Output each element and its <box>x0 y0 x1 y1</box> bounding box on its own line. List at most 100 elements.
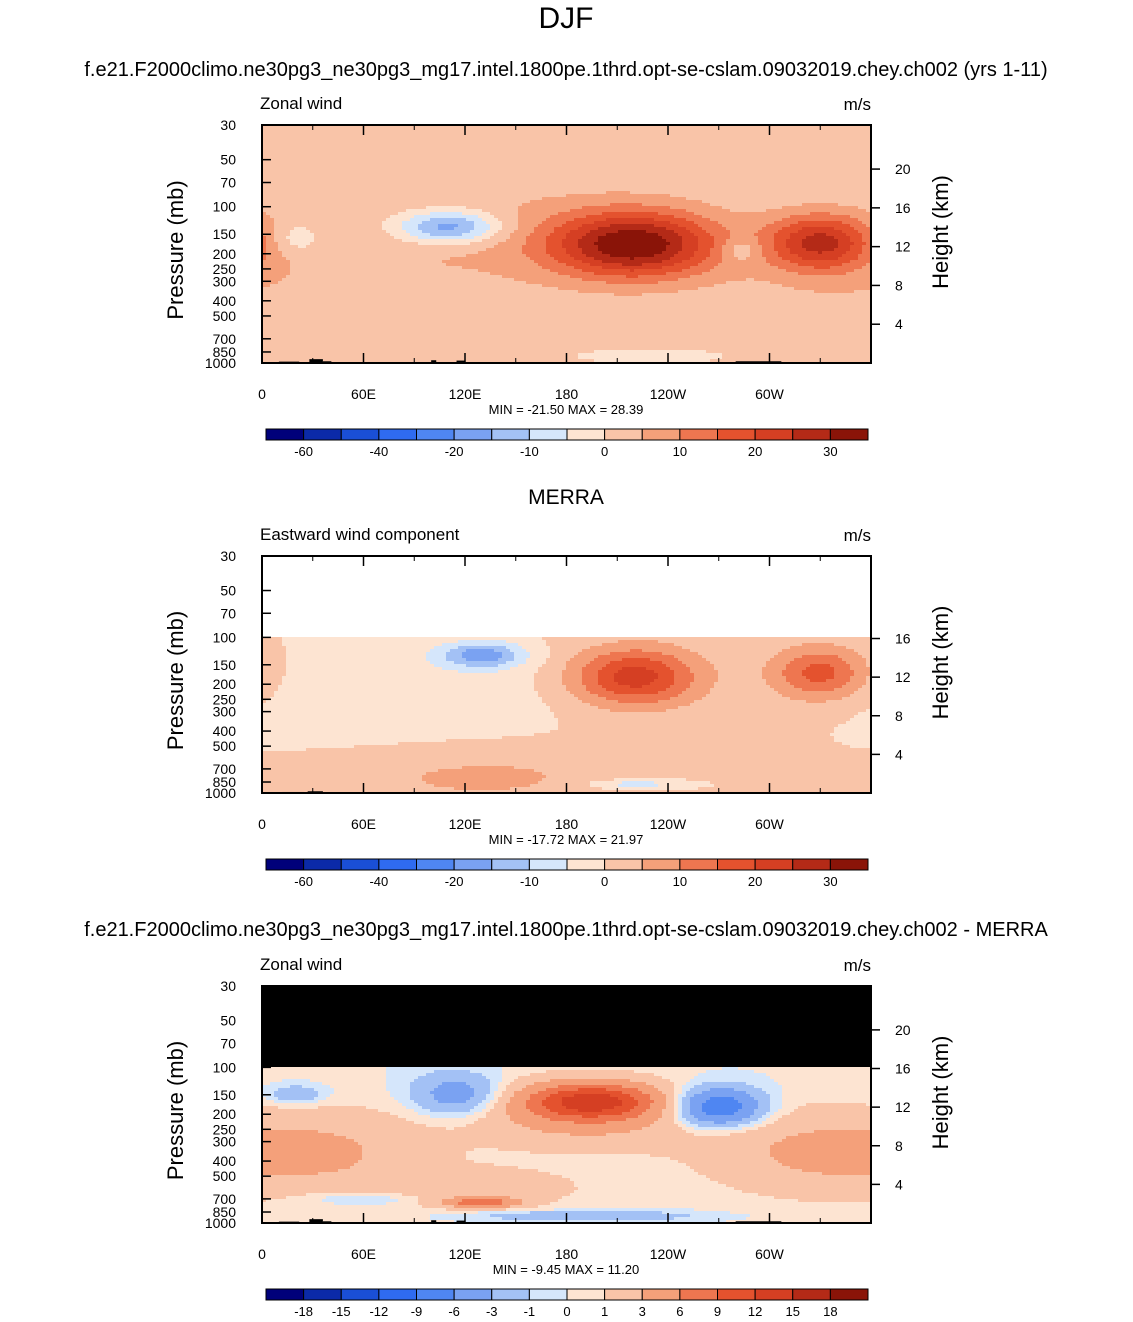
y-tick-label: 250 <box>213 1121 237 1137</box>
height-tick-label: 16 <box>895 631 911 647</box>
x-tick-label: 120E <box>449 1246 482 1262</box>
colorbar: -60 -40 -20 -10 0 10 20 30 <box>265 858 869 889</box>
colorbar-label: 20 <box>748 874 762 889</box>
y-tick-label: 70 <box>220 175 236 191</box>
colorbar-swatch <box>528 428 568 441</box>
colorbar-swatch <box>679 1288 718 1301</box>
colorbar-swatch <box>491 428 530 441</box>
y-tick-label: 30 <box>220 548 236 564</box>
colorbar: -60 -40 -20 -10 0 10 20 30 <box>265 428 869 459</box>
y-tick-label: 850 <box>213 774 237 790</box>
y-tick-label: 400 <box>213 723 237 739</box>
colorbar-swatch <box>641 858 681 871</box>
topography-block <box>431 360 437 363</box>
colorbar-swatch <box>717 858 756 871</box>
height-tick-label: 20 <box>895 161 911 177</box>
colorbar-swatch <box>378 1288 417 1301</box>
colorbar-swatch <box>604 1288 643 1301</box>
y-axis-label: Pressure (mb) <box>163 1041 188 1180</box>
colorbar-swatch <box>340 428 380 441</box>
colorbar-swatch <box>679 858 718 871</box>
y-tick-label: 500 <box>213 738 237 754</box>
min-max-stats: MIN = -21.50 MAX = 28.39 <box>489 402 644 417</box>
colorbar-swatch <box>303 428 342 441</box>
colorbar-swatch <box>378 858 417 871</box>
colorbar-swatch <box>604 428 643 441</box>
x-tick-label: 120W <box>650 1246 687 1262</box>
y-tick-label: 1000 <box>205 785 236 801</box>
topography-block <box>309 1219 323 1223</box>
y-axis-label: Pressure (mb) <box>163 180 188 319</box>
y-tick-label: 1000 <box>205 355 236 371</box>
y-tick-label: 250 <box>213 261 237 277</box>
topography-block <box>309 359 323 363</box>
x-tick-label: 180 <box>555 1246 579 1262</box>
colorbar-swatch <box>754 858 794 871</box>
colorbar-label: 12 <box>748 1304 762 1319</box>
topography-block <box>456 360 465 363</box>
x-tick-label: 60W <box>755 1246 785 1262</box>
colorbar-label: 10 <box>673 874 687 889</box>
case-title: f.e21.F2000climo.ne30pg3_ne30pg3_mg17.in… <box>84 59 1047 81</box>
variable-label: Eastward wind component <box>260 525 460 544</box>
height-tick-label: 8 <box>895 708 903 724</box>
x-tick-label: 120W <box>650 816 687 832</box>
colorbar-swatch <box>754 428 794 441</box>
colorbar-swatch <box>754 1288 794 1301</box>
colorbar-swatch <box>453 428 493 441</box>
colorbar-swatch <box>717 1288 756 1301</box>
colorbar-swatch <box>604 858 643 871</box>
colorbar-swatch <box>829 858 869 871</box>
chart-panel-3: 0 60E 120E 180 120W 60W3050701001502002503004… <box>163 955 953 1319</box>
colorbar-swatch <box>416 1288 455 1301</box>
height-tick-label: 4 <box>895 316 903 332</box>
colorbar-swatch <box>829 1288 869 1301</box>
y-tick-label: 1000 <box>205 1215 236 1231</box>
x-tick-label: 60W <box>755 816 785 832</box>
y-tick-label: 300 <box>213 273 237 289</box>
y-tick-label: 50 <box>220 583 236 599</box>
colorbar-label: -1 <box>524 1304 536 1319</box>
height-tick-label: 12 <box>895 239 911 255</box>
y-tick-label: 150 <box>213 226 237 242</box>
x-tick-label: 120E <box>449 816 482 832</box>
colorbar-swatch <box>340 1288 380 1301</box>
x-tick-label: 180 <box>555 816 579 832</box>
colorbar-swatch <box>717 428 756 441</box>
y-axis-label: Pressure (mb) <box>163 611 188 750</box>
y-tick-label: 700 <box>213 331 237 347</box>
x-tick-label: 0 <box>258 386 266 402</box>
height-tick-label: 8 <box>895 277 903 293</box>
colorbar-swatch <box>265 428 305 441</box>
y-tick-label: 50 <box>220 1013 236 1029</box>
diff-title: f.e21.F2000climo.ne30pg3_ne30pg3_mg17.in… <box>84 919 1048 941</box>
height-tick-label: 12 <box>895 669 911 685</box>
y-tick-label: 200 <box>213 246 237 262</box>
colorbar-swatch <box>453 1288 493 1301</box>
contour-field <box>262 986 872 1224</box>
colorbar: -18 -15 -12 -9 -6 -3 -1 0 1 3 6 9 12 15 18 <box>265 1288 869 1319</box>
contour-field <box>262 556 872 794</box>
y-tick-label: 850 <box>213 344 237 360</box>
min-max-stats: MIN = -9.45 MAX = 11.20 <box>493 1262 639 1277</box>
y-tick-label: 300 <box>213 704 237 720</box>
colorbar-swatch <box>416 858 455 871</box>
colorbar-swatch <box>528 1288 568 1301</box>
colorbar-swatch <box>378 428 417 441</box>
colorbar-swatch <box>453 858 493 871</box>
y-tick-label: 50 <box>220 152 236 168</box>
colorbar-label: -20 <box>445 874 464 889</box>
colorbar-swatch <box>491 1288 530 1301</box>
x-tick-label: 60E <box>351 1246 376 1262</box>
colorbar-label: -12 <box>369 1304 388 1319</box>
height-axis-label: Height (km) <box>928 606 953 720</box>
y-tick-label: 100 <box>213 1059 237 1075</box>
y-tick-label: 500 <box>213 308 237 324</box>
colorbar-label: -3 <box>486 1304 498 1319</box>
y-tick-label: 250 <box>213 691 237 707</box>
topography-block <box>431 1220 437 1223</box>
colorbar-label: 15 <box>786 1304 800 1319</box>
x-tick-label: 60E <box>351 386 376 402</box>
colorbar-label: 0 <box>601 444 608 459</box>
